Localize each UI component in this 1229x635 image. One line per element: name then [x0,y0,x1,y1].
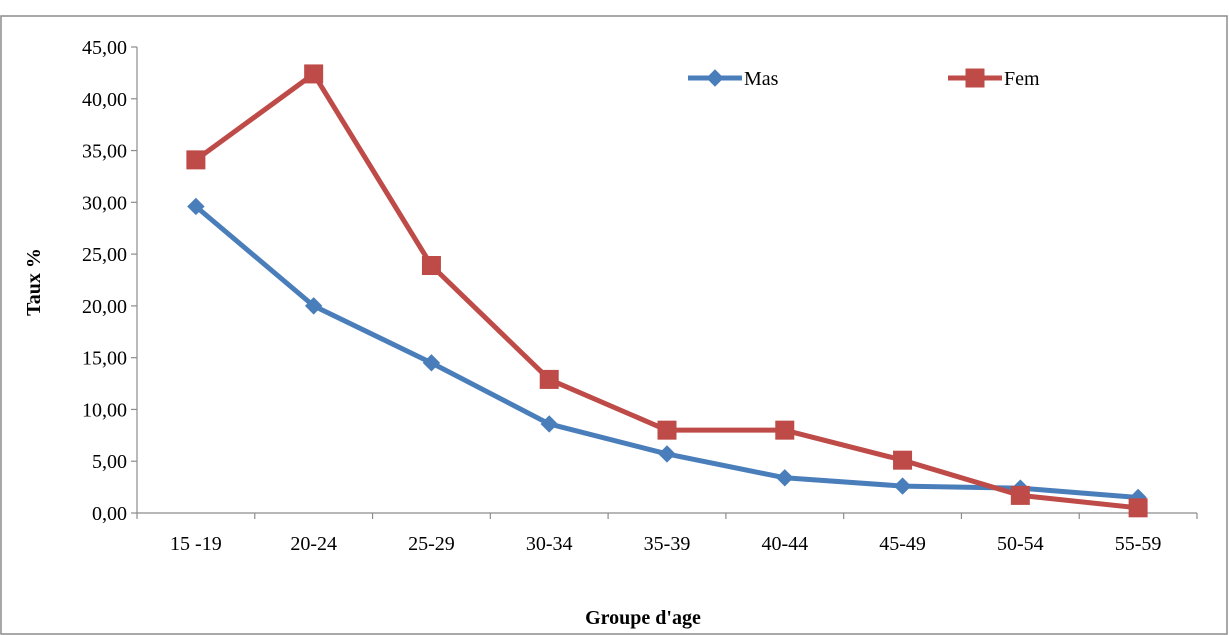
y-axis: 0,00 5,00 10,00 15,00 20,00 25,00 30,00 35,00 40… [82,37,138,525]
legend-item-mas: Mas [688,68,779,90]
y-tick-label: 40,00 [82,89,127,111]
series-mas [187,197,1147,507]
legend-marker [706,69,724,87]
legend-item-fem: Fem [948,68,1040,90]
x-tick-label: 45-49 [879,533,926,555]
y-tick-label: 10,00 [82,399,127,421]
data-point-mas [187,197,205,216]
series-fem [186,64,1148,518]
x-tick-label: 50-54 [997,533,1044,555]
y-tick-label: 35,00 [82,141,127,163]
data-point-fem [893,450,913,470]
legend: Mas Fem [688,68,1040,90]
data-point-fem [421,256,441,276]
y-axis-title: Taux % [23,248,45,316]
x-axis: 15 -19 20-24 25-29 30-34 35-39 40-44 45-49 50-5… [136,512,1198,555]
chart-border [0,15,1228,635]
data-point-fem [775,420,795,440]
data-point-mas [422,354,441,372]
x-tick-label: 35-39 [644,533,691,555]
data-point-mas [776,469,794,487]
series-layer [186,64,1148,518]
x-tick-label: 30-34 [526,533,573,555]
data-point-fem [186,150,206,170]
y-tick-label: 25,00 [82,244,127,266]
data-point-mas [658,445,676,463]
y-tick-label: 20,00 [82,296,127,318]
data-point-fem [1128,498,1148,518]
x-axis-title: Groupe d'age [585,607,701,629]
x-tick-label: 15 -19 [170,533,222,555]
data-point-mas [540,415,558,433]
x-tick-label: 25-29 [408,533,455,555]
y-tick-label: 30,00 [82,192,127,214]
data-point-fem [657,420,677,440]
data-point-mas [304,297,323,315]
x-tick-label: 40-44 [761,533,808,555]
y-tick-label: 45,00 [82,37,127,59]
data-point-fem [539,369,559,389]
legend-label: Mas [744,68,779,90]
x-tick-label: 55-59 [1115,533,1162,555]
y-tick-label: 0,00 [92,503,127,525]
y-tick-label: 15,00 [82,348,127,370]
legend-label: Fem [1004,68,1040,90]
data-point-mas [893,477,912,495]
data-point-fem [1010,485,1030,505]
y-tick-label: 5,00 [92,451,127,473]
x-tick-label: 20-24 [290,533,337,555]
legend-marker [965,68,985,88]
data-point-fem [304,64,324,84]
